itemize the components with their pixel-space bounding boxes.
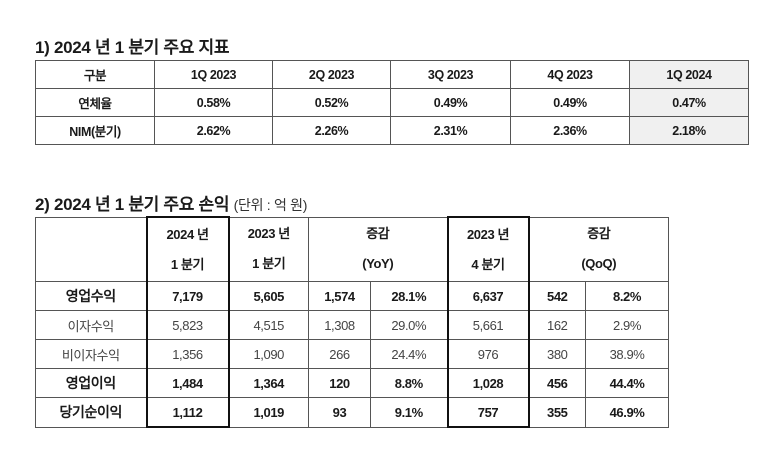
table-header-row: 2024 년 1 분기 2023 년 1 분기 증감 (YoY) 2023 년 … — [35, 216, 670, 282]
table-cell: 1,364 — [228, 368, 309, 398]
table-cell: 1,028 — [446, 368, 530, 398]
header-line: 2023 년 — [247, 226, 290, 242]
table-cell: 0.52% — [272, 88, 391, 117]
table-cell: 355 — [528, 397, 587, 428]
table-cell: 93 — [308, 397, 371, 428]
table-row: 연체율 0.58% 0.52% 0.49% 0.49% 0.47% — [35, 88, 749, 117]
column-header-highlighted: 1Q 2024 — [629, 60, 749, 89]
table-cell: 8.8% — [369, 368, 449, 398]
table-cell: 120 — [308, 368, 371, 398]
table-cell: 162 — [528, 310, 587, 340]
column-header: 구분 — [35, 60, 155, 89]
row-label: 영업수익 — [35, 281, 147, 311]
header-line: 1 분기 — [252, 256, 286, 272]
table-row: NIM(분기) 2.62% 2.26% 2.31% 2.36% 2.18% — [35, 116, 749, 145]
empty-header-cell — [35, 216, 147, 282]
table-cell: 0.58% — [154, 88, 273, 117]
column-header: 4Q 2023 — [510, 60, 630, 89]
table-cell: 757 — [446, 397, 530, 428]
header-line: 증감 — [366, 226, 390, 242]
column-header-q4-2023: 2023 년 4 분기 — [446, 216, 530, 282]
column-header: 3Q 2023 — [390, 60, 511, 89]
column-header-qoq: 증감 (QoQ) — [528, 216, 670, 282]
table-cell: 44.4% — [585, 368, 670, 398]
table-cell: 8.2% — [585, 281, 670, 311]
table-cell: 7,179 — [145, 281, 230, 311]
table-cell: 5,661 — [446, 310, 530, 340]
table-row: 이자수익 5,823 4,515 1,308 29.0% 5,661 162 2… — [35, 310, 670, 340]
column-header: 2Q 2023 — [272, 60, 391, 89]
header-line: 4 분기 — [471, 256, 505, 272]
table-cell: 2.9% — [585, 310, 670, 340]
key-indicators-table: 구분 1Q 2023 2Q 2023 3Q 2023 4Q 2023 1Q 20… — [35, 60, 749, 145]
section2-title-text: 2) 2024 년 1 분기 주요 손익 — [35, 195, 230, 214]
table-cell: 1,308 — [308, 310, 371, 340]
table-cell: 1,090 — [228, 339, 309, 369]
table-cell: 29.0% — [369, 310, 449, 340]
row-label: 연체율 — [35, 88, 155, 117]
table-cell: 1,356 — [145, 339, 230, 369]
table-cell: 2.36% — [510, 116, 630, 145]
table-row: 당기순이익 1,112 1,019 93 9.1% 757 355 46.9% — [35, 397, 670, 428]
header-line: 2024 년 — [166, 226, 209, 242]
table-header-row: 구분 1Q 2023 2Q 2023 3Q 2023 4Q 2023 1Q 20… — [35, 60, 749, 89]
table-cell-highlighted: 2.18% — [629, 116, 749, 145]
header-line: 2023 년 — [466, 226, 510, 242]
table-row: 영업수익 7,179 5,605 1,574 28.1% 6,637 542 8… — [35, 281, 670, 311]
table-cell: 1,484 — [145, 368, 230, 398]
column-header-yoy: 증감 (YoY) — [307, 216, 449, 282]
table-cell: 46.9% — [585, 397, 670, 428]
table-cell: 1,019 — [228, 397, 309, 428]
header-line: 1 분기 — [170, 256, 205, 272]
row-label: 영업이익 — [35, 368, 147, 398]
table-cell-highlighted: 0.47% — [629, 88, 749, 117]
table-cell: 976 — [446, 339, 530, 369]
table-cell: 0.49% — [390, 88, 511, 117]
section2-title: 2) 2024 년 1 분기 주요 손익 (단위 : 억 원) — [35, 190, 307, 215]
table-cell: 380 — [528, 339, 587, 369]
table-cell: 266 — [308, 339, 371, 369]
table-cell: 1,112 — [145, 397, 230, 428]
table-cell: 2.62% — [154, 116, 273, 145]
table-cell: 542 — [528, 281, 587, 311]
column-header-q1-2024: 2024 년 1 분기 — [145, 216, 230, 282]
row-label: 당기순이익 — [35, 397, 147, 428]
table-row: 비이자수익 1,356 1,090 266 24.4% 976 380 38.9… — [35, 339, 670, 369]
header-line: (QoQ) — [581, 256, 617, 272]
row-label: 비이자수익 — [35, 339, 147, 369]
table-cell: 4,515 — [228, 310, 309, 340]
table-cell: 28.1% — [369, 281, 449, 311]
table-row: 영업이익 1,484 1,364 120 8.8% 1,028 456 44.4… — [35, 368, 670, 398]
table-cell: 24.4% — [369, 339, 449, 369]
table-cell: 2.31% — [390, 116, 511, 145]
table-cell: 6,637 — [446, 281, 530, 311]
table-cell: 0.49% — [510, 88, 630, 117]
table-cell: 38.9% — [585, 339, 670, 369]
header-line: (YoY) — [362, 256, 394, 272]
header-line: 증감 — [587, 226, 611, 242]
table-cell: 9.1% — [369, 397, 449, 428]
table-cell: 5,605 — [228, 281, 309, 311]
unit-note: (단위 : 억 원) — [233, 197, 308, 213]
table-cell: 2.26% — [272, 116, 391, 145]
column-header-q1-2023: 2023 년 1 분기 — [228, 216, 309, 282]
column-header: 1Q 2023 — [154, 60, 273, 89]
income-statement-table: 2024 년 1 분기 2023 년 1 분기 증감 (YoY) 2023 년 … — [35, 216, 670, 428]
row-label: NIM(분기) — [35, 116, 155, 145]
section1-title: 1) 2024 년 1 분기 주요 지표 — [35, 38, 230, 57]
row-label: 이자수익 — [35, 310, 147, 340]
table-cell: 5,823 — [145, 310, 230, 340]
table-cell: 1,574 — [308, 281, 371, 311]
table-cell: 456 — [528, 368, 587, 398]
